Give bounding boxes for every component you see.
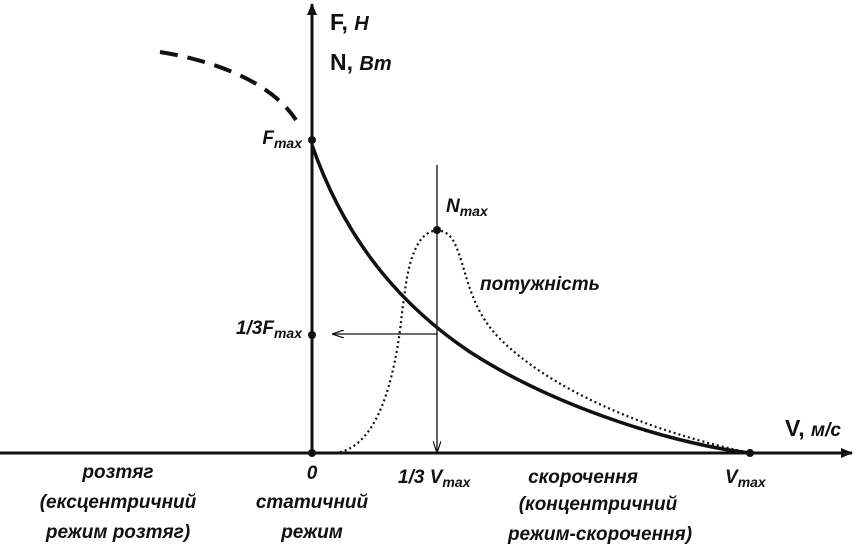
region-text: (концентричний [519, 494, 678, 515]
region-text: скорочення [528, 467, 638, 488]
f-max-label: Fmax [262, 128, 303, 151]
region-text: режим-скорочення) [507, 524, 692, 545]
point [308, 449, 316, 457]
v-max-label: Vmax [725, 467, 767, 490]
point [308, 331, 316, 339]
third-v-max-label: 1/3 Vmax [398, 467, 472, 490]
x-label: V, м/с [785, 415, 841, 441]
region-text: статичний [256, 492, 369, 513]
region-text: розтяг [81, 462, 153, 483]
power-curve [334, 229, 751, 455]
eccentric-curve [159, 50, 298, 122]
point [308, 136, 316, 144]
y-label: F, Н [330, 9, 369, 35]
third-f-max-label: 1/3Fmax [236, 318, 303, 341]
power-label: потужність [480, 274, 600, 295]
n-max-label: Nmax [446, 196, 489, 219]
point [433, 226, 441, 234]
region-text: (ексцентричний [40, 492, 197, 513]
region-text: режим розтяг) [45, 522, 190, 543]
region-text: режим [280, 522, 343, 543]
zero-label: 0 [307, 463, 318, 484]
y-label: N, Вт [330, 49, 392, 75]
point [746, 449, 754, 457]
force-curve [310, 144, 751, 455]
